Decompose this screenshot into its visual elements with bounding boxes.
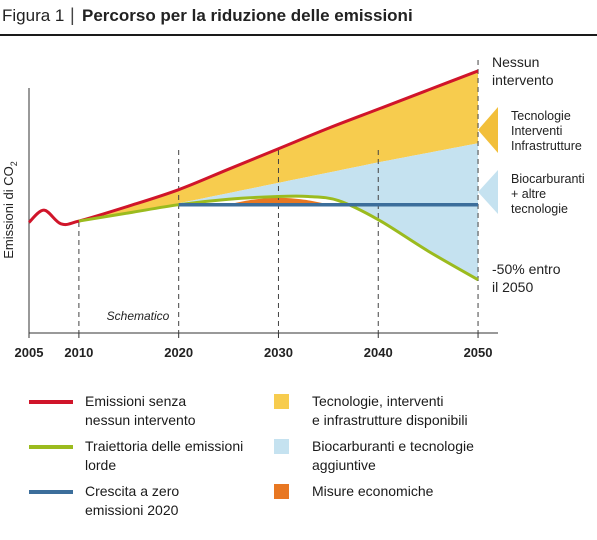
x-tick-label-2050: 2050 [464,345,493,360]
y-axis-label: Emissioni di CO2 [1,161,19,258]
legend-label: Misure economiche [312,483,434,499]
legend-line-swatch [29,445,73,449]
legend-line-swatch [29,400,73,404]
annotation-tecnologie: Tecnologie Interventi Infrastrutture [511,109,582,153]
annotation-riduzione: -50% entro il 2050 [492,261,561,295]
legend-item-1: Traiettoria delle emissioni lorde [29,437,259,479]
x-tick-label-2005: 2005 [15,345,44,360]
arrow-tecnologie [478,107,498,153]
legend-item-5: Misure economiche [274,482,574,524]
legend-box-swatch [274,439,289,454]
legend-label: Emissioni senza nessun intervento [85,393,196,428]
annotation-biocarb: Biocarburanti + altre tecnologie [511,172,585,216]
emissions-chart: 2005 2010 2020 2030 2040 2050 Emissioni di CO2… [1,54,585,360]
x-tick-label-2040: 2040 [364,345,393,360]
legend-label: Tecnologie, interventi e infrastrutture … [312,393,468,428]
series-line-traiettoria-lorde [78,194,479,282]
legend-item-3: Tecnologie, interventi e infrastrutture … [274,392,574,434]
figure-header: Figura 1 | Percorso per la riduzione del… [0,0,597,36]
legend-item-4: Biocarburanti e tecnologie aggiuntive [274,437,574,479]
area-tecnologie [78,70,479,222]
legend-label: Crescita a zero emissioni 2020 [85,483,180,518]
legend-label: Traiettoria delle emissioni lorde [85,438,244,473]
arrow-biocarburanti [478,170,498,214]
header-rule [0,34,597,36]
figure-number: Figura 1 [2,6,65,25]
legend-item-0: Emissioni senza nessun intervento [29,392,259,434]
x-tick-label-2030: 2030 [264,345,293,360]
x-tick-label-2020: 2020 [164,345,193,360]
figure-title: Percorso per la riduzione delle emission… [82,6,413,25]
annotation-nessun: Nessun intervento [492,54,554,88]
legend-box-swatch [274,394,289,409]
series-line-emissioni-senza-intervento [27,69,479,227]
legend-label: Biocarburanti e tecnologie aggiuntive [312,438,474,473]
legend-box-swatch [274,484,289,499]
figure-separator: | [70,5,75,25]
schematic-note: Schematico [107,309,170,323]
legend-line-swatch [29,490,73,494]
x-tick-label-2010: 2010 [64,345,93,360]
legend-item-2: Crescita a zero emissioni 2020 [29,482,259,524]
